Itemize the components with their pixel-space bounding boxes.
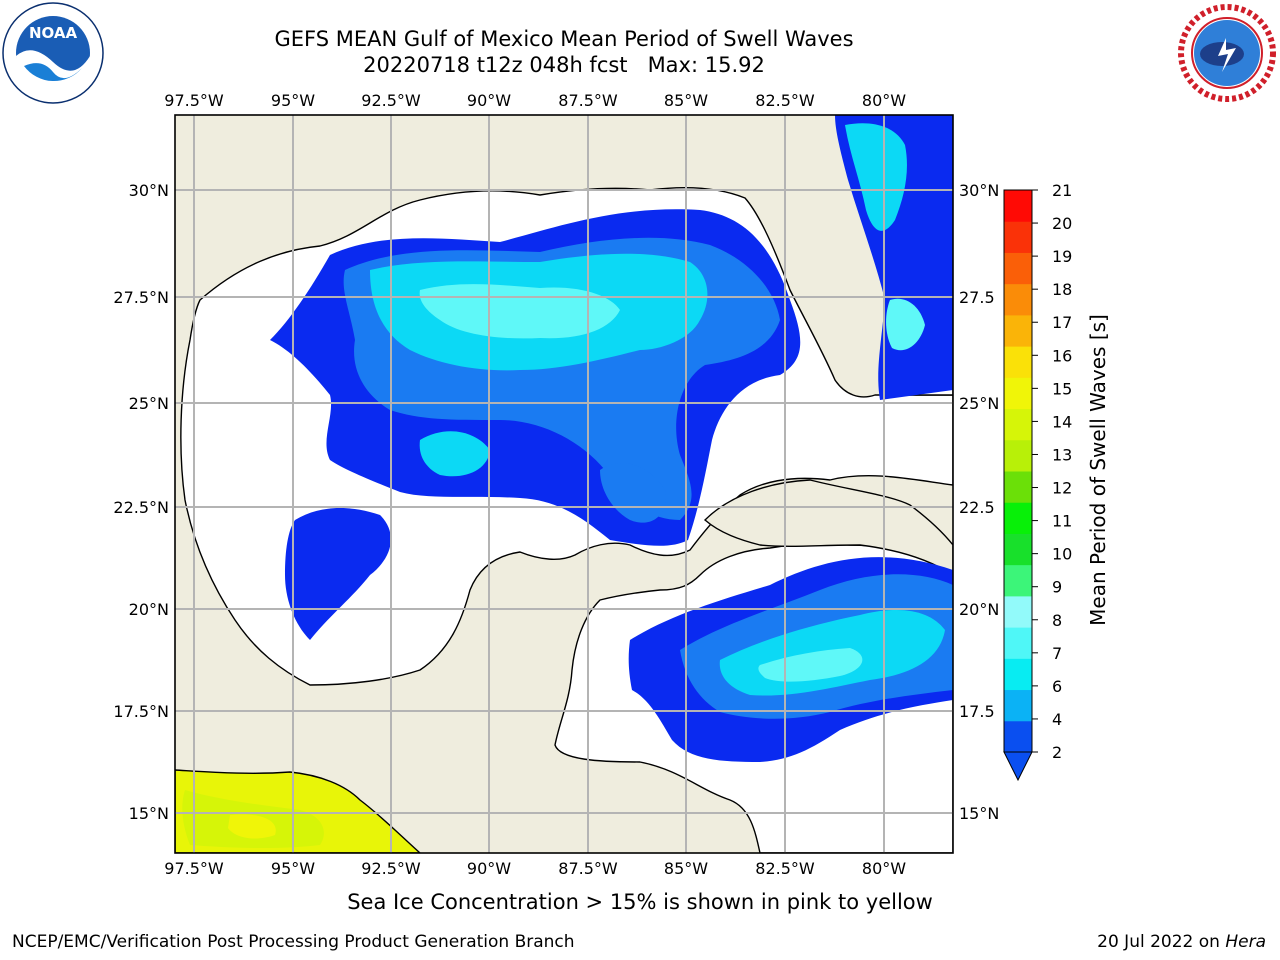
colorbar-segment <box>1004 346 1032 378</box>
colorbar: 2 4 6 7 8 9 10 11 12 13 14 15 16 17 18 19 20 21 <box>1003 181 1072 782</box>
colorbar-segment <box>1004 190 1032 222</box>
lon-label-top: 97.5°W <box>164 91 224 110</box>
lon-label-bottom: 90°W <box>467 859 511 878</box>
lon-label-top: 82.5°W <box>755 91 815 110</box>
lat-label-left: 27.5°N <box>113 288 169 307</box>
colorbar-tick-label: 4 <box>1052 710 1062 729</box>
lat-label-right: 15°N <box>959 804 999 823</box>
colorbar-label: Mean Period of Swell Waves [s] <box>1086 314 1110 626</box>
noaa-logo-text: NOAA <box>29 24 78 42</box>
colorbar-segment <box>1004 314 1032 347</box>
colorbar-tick-label: 7 <box>1052 644 1062 663</box>
lat-label-left: 15°N <box>129 804 169 823</box>
colorbar-tick-label: 19 <box>1052 247 1072 266</box>
lat-labels-right: 30°N 27.5 25°N 22.5 20°N 17.5 15°N <box>959 181 999 823</box>
colorbar-segment <box>1004 439 1032 472</box>
lat-label-left: 22.5°N <box>113 498 169 517</box>
colorbar-segment <box>1004 720 1032 753</box>
colorbar-tick-label: 2 <box>1052 743 1062 762</box>
colorbar-tick-label: 20 <box>1052 214 1072 233</box>
colorbar-segment <box>1004 533 1032 566</box>
lon-label-top: 87.5°W <box>558 91 618 110</box>
lat-label-left: 30°N <box>129 181 169 200</box>
colorbar-extend-arrow <box>1003 751 1033 782</box>
noaa-logo: NOAA <box>2 2 104 104</box>
lat-label-left: 25°N <box>129 394 169 413</box>
lon-label-bottom: 82.5°W <box>755 859 815 878</box>
lon-label-bottom: 97.5°W <box>164 859 224 878</box>
lon-label-bottom: 80°W <box>862 859 906 878</box>
footer-right: 20 Jul 2022 on Hera <box>1097 932 1266 952</box>
lat-label-right: 27.5 <box>959 288 995 307</box>
colorbar-segment <box>1004 471 1032 503</box>
lon-label-bottom: 85°W <box>664 859 708 878</box>
lat-label-left: 20°N <box>129 600 169 619</box>
lon-label-bottom: 95°W <box>271 859 315 878</box>
ice-field-pacific <box>175 769 422 853</box>
colorbar-segment <box>1004 595 1032 628</box>
swell-field-gulf <box>270 209 801 640</box>
title-line-2: 20220718 t12z 048h fcst Max: 15.92 <box>363 53 765 77</box>
chart-title: GEFS MEAN Gulf of Mexico Mean Period of … <box>164 26 964 78</box>
lon-labels-top: 97.5°W 95°W 92.5°W 90°W 87.5°W 85°W 82.5… <box>164 91 906 110</box>
lat-label-left: 17.5°N <box>113 702 169 721</box>
map-frame <box>174 114 954 854</box>
lon-label-top: 80°W <box>862 91 906 110</box>
colorbar-tick-label: 18 <box>1052 280 1072 299</box>
lat-label-right: 17.5 <box>959 702 995 721</box>
colorbar-tick-label: 14 <box>1052 412 1072 431</box>
colorbar-tick-label: 15 <box>1052 379 1072 398</box>
colorbar-segment <box>1004 689 1032 722</box>
colorbar-tick-label: 21 <box>1052 181 1072 200</box>
nws-logo <box>1178 4 1276 102</box>
lat-label-right: 22.5 <box>959 498 995 517</box>
colorbar-tick-label: 9 <box>1052 578 1062 597</box>
colorbar-segment <box>1004 408 1032 441</box>
map-area <box>175 115 953 853</box>
lat-label-right: 20°N <box>959 600 999 619</box>
colorbar-tick-label: 8 <box>1052 611 1062 630</box>
colorbar-segment <box>1004 658 1032 691</box>
lon-label-top: 85°W <box>664 91 708 110</box>
colorbar-tick-label: 16 <box>1052 346 1072 365</box>
lon-label-top: 95°W <box>271 91 315 110</box>
colorbar-segment <box>1004 283 1032 316</box>
lat-label-right: 30°N <box>959 181 999 200</box>
colorbar-tick-label: 12 <box>1052 479 1072 498</box>
lon-label-bottom: 87.5°W <box>558 859 618 878</box>
colorbar-segment <box>1004 564 1032 597</box>
footer-left: NCEP/EMC/Verification Post Processing Pr… <box>12 932 575 952</box>
footer-date: 20 Jul 2022 on <box>1097 932 1220 952</box>
title-line-1: GEFS MEAN Gulf of Mexico Mean Period of … <box>274 27 854 51</box>
colorbar-tick-label: 17 <box>1052 313 1072 332</box>
colorbar-frame <box>1003 189 1033 753</box>
ice-note: Sea Ice Concentration > 15% is shown in … <box>347 890 933 914</box>
lon-labels-bottom: 97.5°W 95°W 92.5°W 90°W 87.5°W 85°W 82.5… <box>164 859 906 878</box>
lat-label-right: 25°N <box>959 394 999 413</box>
swell-field-atlantic <box>835 115 953 400</box>
colorbar-tick-label: 6 <box>1052 677 1062 696</box>
colorbar-segment <box>1004 377 1032 410</box>
colorbar-tick-label: 13 <box>1052 445 1072 464</box>
colorbar-segment <box>1004 627 1032 659</box>
colorbar-segment <box>1004 252 1032 285</box>
colorbar-segment <box>1004 502 1032 534</box>
lon-label-bottom: 92.5°W <box>361 859 421 878</box>
colorbar-tick-label: 11 <box>1052 512 1072 531</box>
gridlines <box>175 115 953 853</box>
colorbar-tick-label: 10 <box>1052 545 1072 564</box>
footer-host: Hera <box>1225 932 1266 952</box>
lon-label-top: 90°W <box>467 91 511 110</box>
lat-labels-left: 30°N 27.5°N 25°N 22.5°N 20°N 17.5°N 15°N <box>113 181 169 823</box>
cuba-land <box>703 479 953 576</box>
colorbar-segment <box>1004 221 1032 253</box>
lon-label-top: 92.5°W <box>361 91 421 110</box>
